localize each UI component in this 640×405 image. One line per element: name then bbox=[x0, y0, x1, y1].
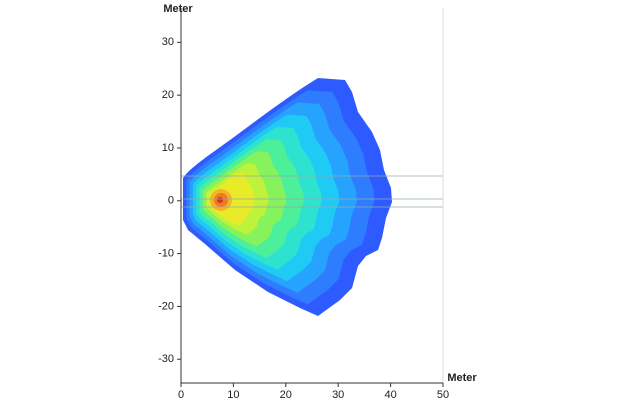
x-tick-label: 0 bbox=[178, 389, 184, 401]
x-tick-label: 10 bbox=[227, 389, 239, 401]
x-tick-label: 20 bbox=[280, 389, 292, 401]
y-tick-label: 20 bbox=[162, 89, 174, 101]
contour-band bbox=[217, 197, 223, 203]
x-axis-title: Meter bbox=[447, 372, 477, 384]
y-tick-label: 30 bbox=[162, 36, 174, 48]
heat-field bbox=[183, 78, 392, 316]
x-tick-label: 30 bbox=[332, 389, 344, 401]
y-tick-label: 0 bbox=[168, 195, 174, 207]
y-tick-label: -30 bbox=[158, 353, 174, 365]
y-axis-title: Meter bbox=[163, 3, 193, 15]
y-tick-label: -10 bbox=[158, 248, 174, 260]
y-tick-label: -20 bbox=[158, 300, 174, 312]
x-tick-label: 40 bbox=[384, 389, 396, 401]
y-tick-label: 10 bbox=[162, 142, 174, 154]
reference-lines bbox=[181, 8, 444, 383]
x-tick-label: 50 bbox=[437, 389, 449, 401]
